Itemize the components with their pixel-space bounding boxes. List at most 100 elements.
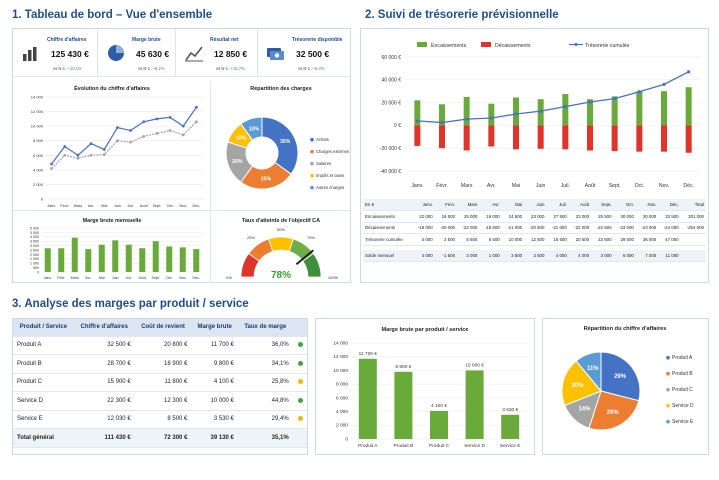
legend-label: Encaissements	[431, 43, 467, 49]
chart-title: Évolution du chiffre d'affaires	[74, 84, 150, 92]
x-tick-label: Mars	[461, 183, 473, 189]
data-point	[168, 129, 172, 132]
x-tick-label: Sept.	[609, 183, 621, 189]
section-title-margins: 3. Analyse des marges par produit / serv…	[12, 298, 249, 310]
chart-title: Répartition du chiffre d'affaires	[584, 326, 667, 332]
x-tick-label: Oct.	[166, 276, 173, 280]
x-tick-label: Produit C	[429, 443, 450, 449]
bar	[71, 237, 78, 272]
bar-encaissement	[636, 91, 643, 126]
kpi-value: 12 850 €	[214, 49, 248, 59]
data-point	[50, 167, 53, 170]
table-cell: Juin	[524, 199, 547, 211]
kpi-change-prefix: vs N-1 :	[138, 66, 153, 71]
slice-label: 35%	[280, 139, 291, 145]
table-cell: Févr.	[434, 199, 458, 211]
data-point	[181, 133, 185, 137]
pie-slice	[588, 390, 640, 431]
kpi-label: Trésorerie disponible	[292, 37, 343, 43]
bar	[358, 358, 377, 439]
bar-decaissement	[463, 125, 470, 151]
x-tick-label: Juil.	[561, 183, 570, 189]
status-dot-icon	[298, 397, 303, 403]
kpi-change-prefix: vs N-1 :	[298, 66, 313, 71]
slice-label: 14%	[578, 407, 591, 413]
bar-encaissement	[661, 91, 667, 126]
table-cell: 22 000	[412, 210, 435, 223]
chart-title: Marge brute mensuelle	[83, 218, 142, 224]
x-tick-label: Mars	[74, 204, 83, 208]
y-tick-label: 14 000	[333, 340, 348, 346]
data-label: 9 800 €	[395, 364, 411, 370]
x-tick-label: Août	[585, 183, 596, 189]
table-cell: Trésorerie cumulée	[363, 233, 413, 246]
table-cell: Encaissements	[363, 210, 413, 223]
table-cell: Août	[568, 199, 592, 211]
table-cell: 11 000	[658, 250, 681, 262]
x-tick-label: Déc.	[683, 183, 694, 189]
kpi-label: Résultat net	[210, 37, 239, 43]
table-cell: 2 500	[434, 233, 458, 246]
bar-encaissement	[463, 96, 470, 126]
x-tick-label: Avr.	[487, 183, 496, 189]
kpi-change: vs N-1 :+8,2%	[138, 66, 164, 71]
table-cell: 36 000	[635, 233, 659, 246]
bar-decaissement	[685, 125, 692, 153]
kpi-label: Marge brute	[132, 37, 161, 43]
slice-label: 11%	[587, 366, 599, 372]
status-cell	[292, 391, 307, 411]
bar	[44, 248, 51, 272]
table-cell: Nov.	[635, 199, 659, 211]
table-cell: -254 000	[680, 222, 706, 234]
table-cell: 8 500 €	[134, 410, 192, 429]
legend-marker	[310, 173, 314, 178]
table-cell: 27 500	[546, 210, 569, 223]
data-point	[514, 112, 518, 116]
data-point	[539, 109, 543, 113]
column-header	[292, 319, 307, 337]
table-cell: Total général	[13, 428, 74, 448]
table-row: Produit A 32 500 €20 800 €11 700 €36,0%	[13, 336, 307, 355]
margins-table: Produit / Service Chiffre d'affaires Coût …	[13, 319, 307, 448]
y-tick-label: 4 000	[33, 167, 44, 172]
x-tick-label: Service E	[500, 443, 521, 449]
y-tick-label: 8 000	[33, 138, 44, 143]
line-chart-icon	[184, 43, 204, 63]
gauge-tick-label: 25%	[247, 235, 255, 240]
table-cell: 111 430 €	[73, 428, 135, 448]
margins-table-panel: Produit / Service Chiffre d'affaires Coût …	[12, 318, 308, 455]
y-tick-label: 14 000	[31, 95, 44, 100]
data-point	[662, 82, 666, 86]
status-cell	[292, 354, 307, 374]
treasury-table: En € Janv. Févr. Mars Avr. Mai Juin Juil. Août Se…	[363, 199, 706, 262]
kpi-change: vs N-1 :+10,1%	[53, 66, 82, 71]
bar	[465, 370, 484, 439]
data-point	[181, 124, 185, 128]
x-tick-label: Juin	[112, 276, 119, 280]
bar-decaissement	[636, 125, 643, 152]
table-cell	[292, 428, 307, 448]
status-dot-icon	[298, 379, 303, 385]
table-cell: 11 800 €	[134, 373, 192, 392]
table-cell: 12 300 €	[134, 391, 192, 411]
table-cell: 3 000	[591, 250, 614, 262]
bar-encaissement	[587, 99, 593, 126]
table-row: Produit C 15 900 €11 800 €4 100 €25,8%	[13, 373, 307, 392]
bar	[112, 240, 119, 272]
table-cell: 4 100 €	[191, 373, 238, 392]
bar	[85, 249, 92, 272]
bar	[193, 249, 200, 272]
y-tick-label: 2 500	[30, 248, 39, 252]
objective-gauge: Taux d'atteinte de l'objectif CA 0% 25% 50%…	[226, 218, 338, 281]
table-cell: -22 500	[591, 222, 614, 234]
data-point	[440, 120, 444, 125]
legend-marker	[666, 419, 670, 424]
table-cell: 301 000	[680, 210, 706, 223]
table-row: Service E 12 030 €8 500 €3 530 €29,4%	[13, 410, 307, 429]
kpi-value: 125 430 €	[51, 49, 89, 59]
bar	[501, 414, 520, 439]
data-point	[613, 97, 617, 101]
bar-encaissement	[513, 97, 519, 126]
bar	[430, 410, 448, 439]
y-tick-label: 1 000	[30, 262, 39, 266]
